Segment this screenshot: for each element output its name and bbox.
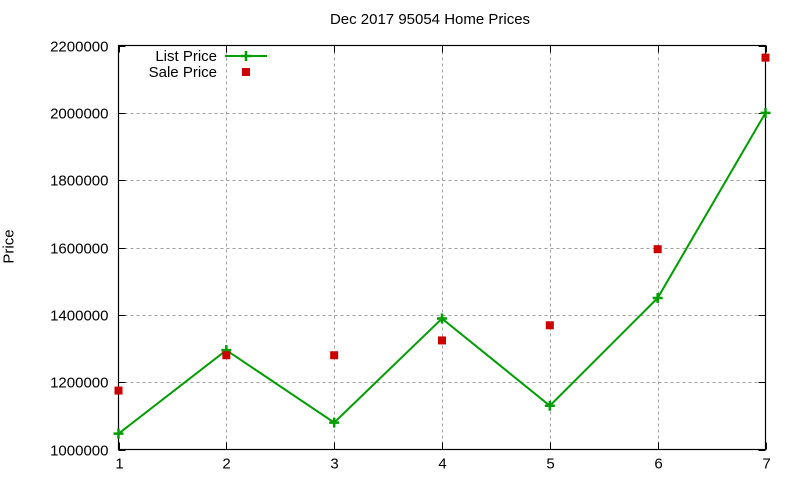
tick-labels: 1000000 1200000 1400000 1600000 1800000 20000… (50, 39, 771, 473)
square-marker (330, 351, 339, 360)
legend-label: List Price (155, 48, 217, 65)
y-tick-label: 1200000 (50, 375, 108, 392)
legend-plus-icon (241, 51, 251, 61)
x-tick-label: 1 (115, 456, 123, 473)
plus-marker (329, 417, 340, 428)
data-series (113, 53, 771, 439)
plot-border (117, 44, 767, 451)
plus-marker (544, 400, 555, 411)
plus-marker (113, 428, 124, 439)
y-tick-label: 1000000 (50, 443, 108, 460)
x-tick-label: 5 (546, 456, 554, 473)
square-marker (114, 386, 123, 395)
y-tick-label: 1400000 (50, 308, 108, 325)
plus-marker (437, 313, 447, 324)
y-tick-label: 1600000 (50, 241, 108, 258)
square-marker (222, 351, 231, 360)
square-marker (761, 53, 770, 62)
plus-marker (652, 293, 663, 303)
x-tick-label: 3 (330, 456, 338, 473)
x-tick-label: 7 (762, 456, 770, 473)
x-tick-label: 2 (222, 456, 230, 473)
chart-title: Dec 2017 95054 Home Prices (329, 11, 531, 28)
x-tick-label: 6 (654, 456, 662, 473)
y-tick-label: 2200000 (50, 39, 108, 56)
legend-label: Sale Price (149, 64, 217, 81)
x-tick-label: 4 (438, 456, 446, 473)
axes (117, 44, 767, 451)
legend-square-icon (242, 68, 250, 76)
grid-lines (118, 45, 766, 450)
plus-marker (760, 107, 771, 118)
square-marker (653, 245, 662, 254)
y-tick-label: 2000000 (50, 106, 108, 123)
square-marker (438, 336, 446, 345)
y-tick-label: 1800000 (50, 173, 108, 190)
square-marker (545, 321, 554, 330)
